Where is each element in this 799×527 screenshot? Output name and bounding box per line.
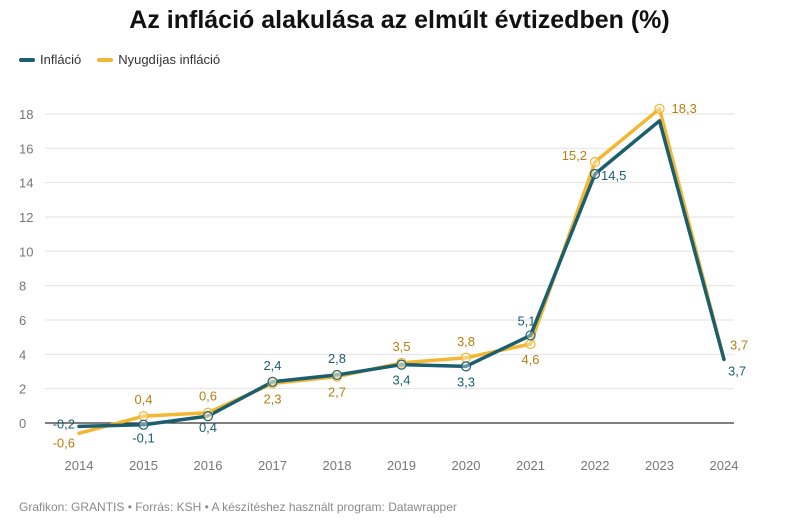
legend-item-nyugdijas: Nyugdíjas infláció bbox=[97, 52, 220, 67]
point-marker-inflacio bbox=[138, 419, 149, 430]
point-marker-inflacio bbox=[589, 168, 601, 180]
data-label-nyugdijas: 0,4 bbox=[134, 392, 152, 407]
data-label-nyugdijas: 3,8 bbox=[457, 334, 475, 349]
series-line-inflacio bbox=[77, 119, 726, 429]
legend-swatch-nyugdijas bbox=[97, 57, 114, 62]
point-marker-nyugdijas bbox=[525, 338, 536, 350]
data-label-inflacio: 2,4 bbox=[263, 358, 281, 373]
x-tick-label: 2017 bbox=[258, 458, 287, 473]
x-tick-label: 2016 bbox=[194, 458, 223, 473]
point-marker-inflacio bbox=[202, 411, 214, 422]
point-marker-nyugdijas bbox=[654, 103, 665, 114]
data-label-inflacio: -0,1 bbox=[132, 431, 154, 446]
point-marker-inflacio bbox=[267, 376, 278, 387]
point-marker-nyugdijas bbox=[202, 407, 214, 418]
data-label-inflacio: 3,7 bbox=[728, 363, 746, 378]
data-label-nyugdijas: 2,7 bbox=[328, 385, 346, 400]
point-marker-nyugdijas bbox=[589, 156, 601, 168]
point-marker-inflacio bbox=[525, 330, 536, 341]
footer-credits: Grafikon: GRANTIS • Forrás: KSH • A kész… bbox=[19, 500, 457, 514]
x-tick-label: 2024 bbox=[710, 458, 739, 473]
legend-label-nyugdijas: Nyugdíjas infláció bbox=[118, 52, 221, 67]
y-tick-label: 8 bbox=[19, 279, 26, 294]
x-tick-label: 2023 bbox=[645, 458, 674, 473]
data-label-nyugdijas: 2,3 bbox=[263, 392, 281, 407]
y-tick-label: 18 bbox=[19, 107, 33, 122]
point-marker-nyugdijas bbox=[460, 352, 472, 363]
data-label-nyugdijas: 4,6 bbox=[521, 352, 539, 367]
point-marker-nyugdijas bbox=[138, 411, 149, 422]
data-label-nyugdijas: -0,6 bbox=[53, 435, 75, 450]
y-tick-label: 2 bbox=[19, 382, 26, 397]
data-label-inflacio: -0,2 bbox=[53, 416, 75, 431]
data-label-nyugdijas: 15,2 bbox=[562, 148, 587, 163]
y-tick-label: 10 bbox=[19, 244, 33, 259]
data-label-inflacio: 0,4 bbox=[199, 420, 217, 435]
x-tick-label: 2019 bbox=[387, 458, 416, 473]
point-marker-inflacio bbox=[396, 359, 407, 370]
data-label-nyugdijas: 0,6 bbox=[199, 389, 217, 404]
legend-swatch-inflacio bbox=[19, 57, 35, 62]
x-tick-label: 2018 bbox=[323, 458, 352, 473]
data-label-inflacio: 2,8 bbox=[328, 351, 346, 366]
x-tick-label: 2014 bbox=[65, 458, 94, 473]
data-label-nyugdijas: 3,7 bbox=[730, 337, 748, 352]
y-tick-label: 14 bbox=[19, 176, 33, 191]
legend-label-inflacio: Infláció bbox=[40, 52, 82, 67]
legend-item-inflacio: Infláció bbox=[19, 52, 81, 67]
legend: Infláció Nyugdíjas infláció bbox=[19, 52, 236, 67]
x-tick-label: 2022 bbox=[581, 458, 610, 473]
data-label-nyugdijas: 18,3 bbox=[672, 101, 697, 116]
y-tick-label: 4 bbox=[19, 347, 26, 362]
y-tick-label: 6 bbox=[19, 313, 26, 328]
y-tick-label: 0 bbox=[19, 416, 26, 431]
x-tick-label: 2015 bbox=[129, 458, 158, 473]
point-marker-inflacio bbox=[331, 369, 343, 381]
data-label-nyugdijas: 3,5 bbox=[392, 339, 410, 354]
x-tick-label: 2020 bbox=[452, 458, 481, 473]
y-tick-label: 12 bbox=[19, 210, 33, 225]
data-label-inflacio: 5,1 bbox=[517, 313, 535, 328]
data-label-inflacio: 3,4 bbox=[392, 373, 410, 388]
y-tick-label: 16 bbox=[19, 141, 33, 156]
data-label-inflacio: 3,3 bbox=[457, 374, 475, 389]
x-tick-label: 2021 bbox=[516, 458, 545, 473]
point-marker-inflacio bbox=[460, 361, 472, 372]
data-label-inflacio: 14,5 bbox=[601, 168, 626, 183]
chart-title: Az infláció alakulása az elmúlt évtizedb… bbox=[129, 6, 670, 34]
